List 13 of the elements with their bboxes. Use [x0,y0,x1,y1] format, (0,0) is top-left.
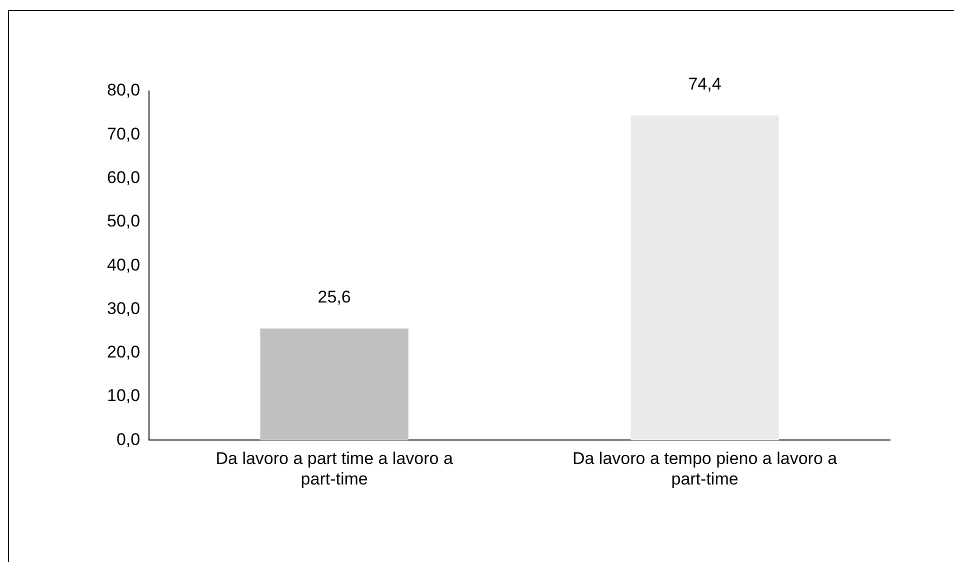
data-label: 74,4 [688,74,722,94]
y-tick-label: 20,0 [106,342,140,362]
x-tick-label: Da lavoro a tempo pieno a lavoro a part-time [572,449,838,488]
data-label: 25,6 [318,288,351,307]
y-tick-label: 70,0 [106,124,140,144]
y-tick-label: 0,0 [116,430,140,449]
y-tick-label: 40,0 [106,255,140,274]
y-tick-label: 80,0 [106,80,140,100]
y-tick-label: 30,0 [106,298,140,318]
x-tick-label: Da lavoro a part time a lavoro a part-time [216,449,454,488]
y-tick-label: 50,0 [106,212,140,231]
y-tick-label: 60,0 [106,168,140,187]
y-tick-label: 10,0 [106,386,140,406]
